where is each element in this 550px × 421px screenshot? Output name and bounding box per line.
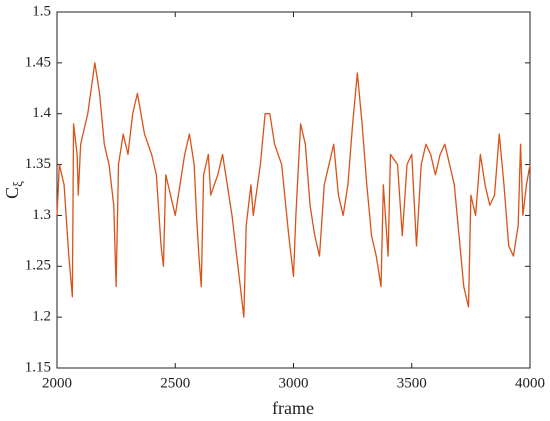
plot-frame bbox=[56, 11, 531, 369]
x-tick-label: 4000 bbox=[515, 375, 545, 391]
y-tick-label: 1.2 bbox=[32, 309, 51, 325]
y-tick-label: 1.4 bbox=[32, 105, 51, 121]
x-tick-label: 3500 bbox=[397, 375, 427, 391]
y-axis-label-sub: ξ bbox=[10, 181, 25, 187]
y-tick-label: 1.5 bbox=[32, 3, 51, 19]
y-tick-label: 1.3 bbox=[32, 207, 51, 223]
x-tick-label: 3000 bbox=[279, 375, 309, 391]
y-tick-label: 1.25 bbox=[25, 258, 51, 274]
y-tick-label: 1.15 bbox=[25, 359, 51, 375]
y-axis-label: Cξ bbox=[2, 181, 25, 199]
x-axis-label: frame bbox=[272, 398, 314, 418]
data-line bbox=[56, 62, 531, 318]
y-tick-label: 1.45 bbox=[25, 54, 51, 70]
y-axis-label-main: C bbox=[2, 187, 22, 199]
x-tick-label: 2500 bbox=[160, 375, 190, 391]
x-tick-label: 2000 bbox=[42, 375, 72, 391]
y-tick-label: 1.35 bbox=[25, 156, 51, 172]
